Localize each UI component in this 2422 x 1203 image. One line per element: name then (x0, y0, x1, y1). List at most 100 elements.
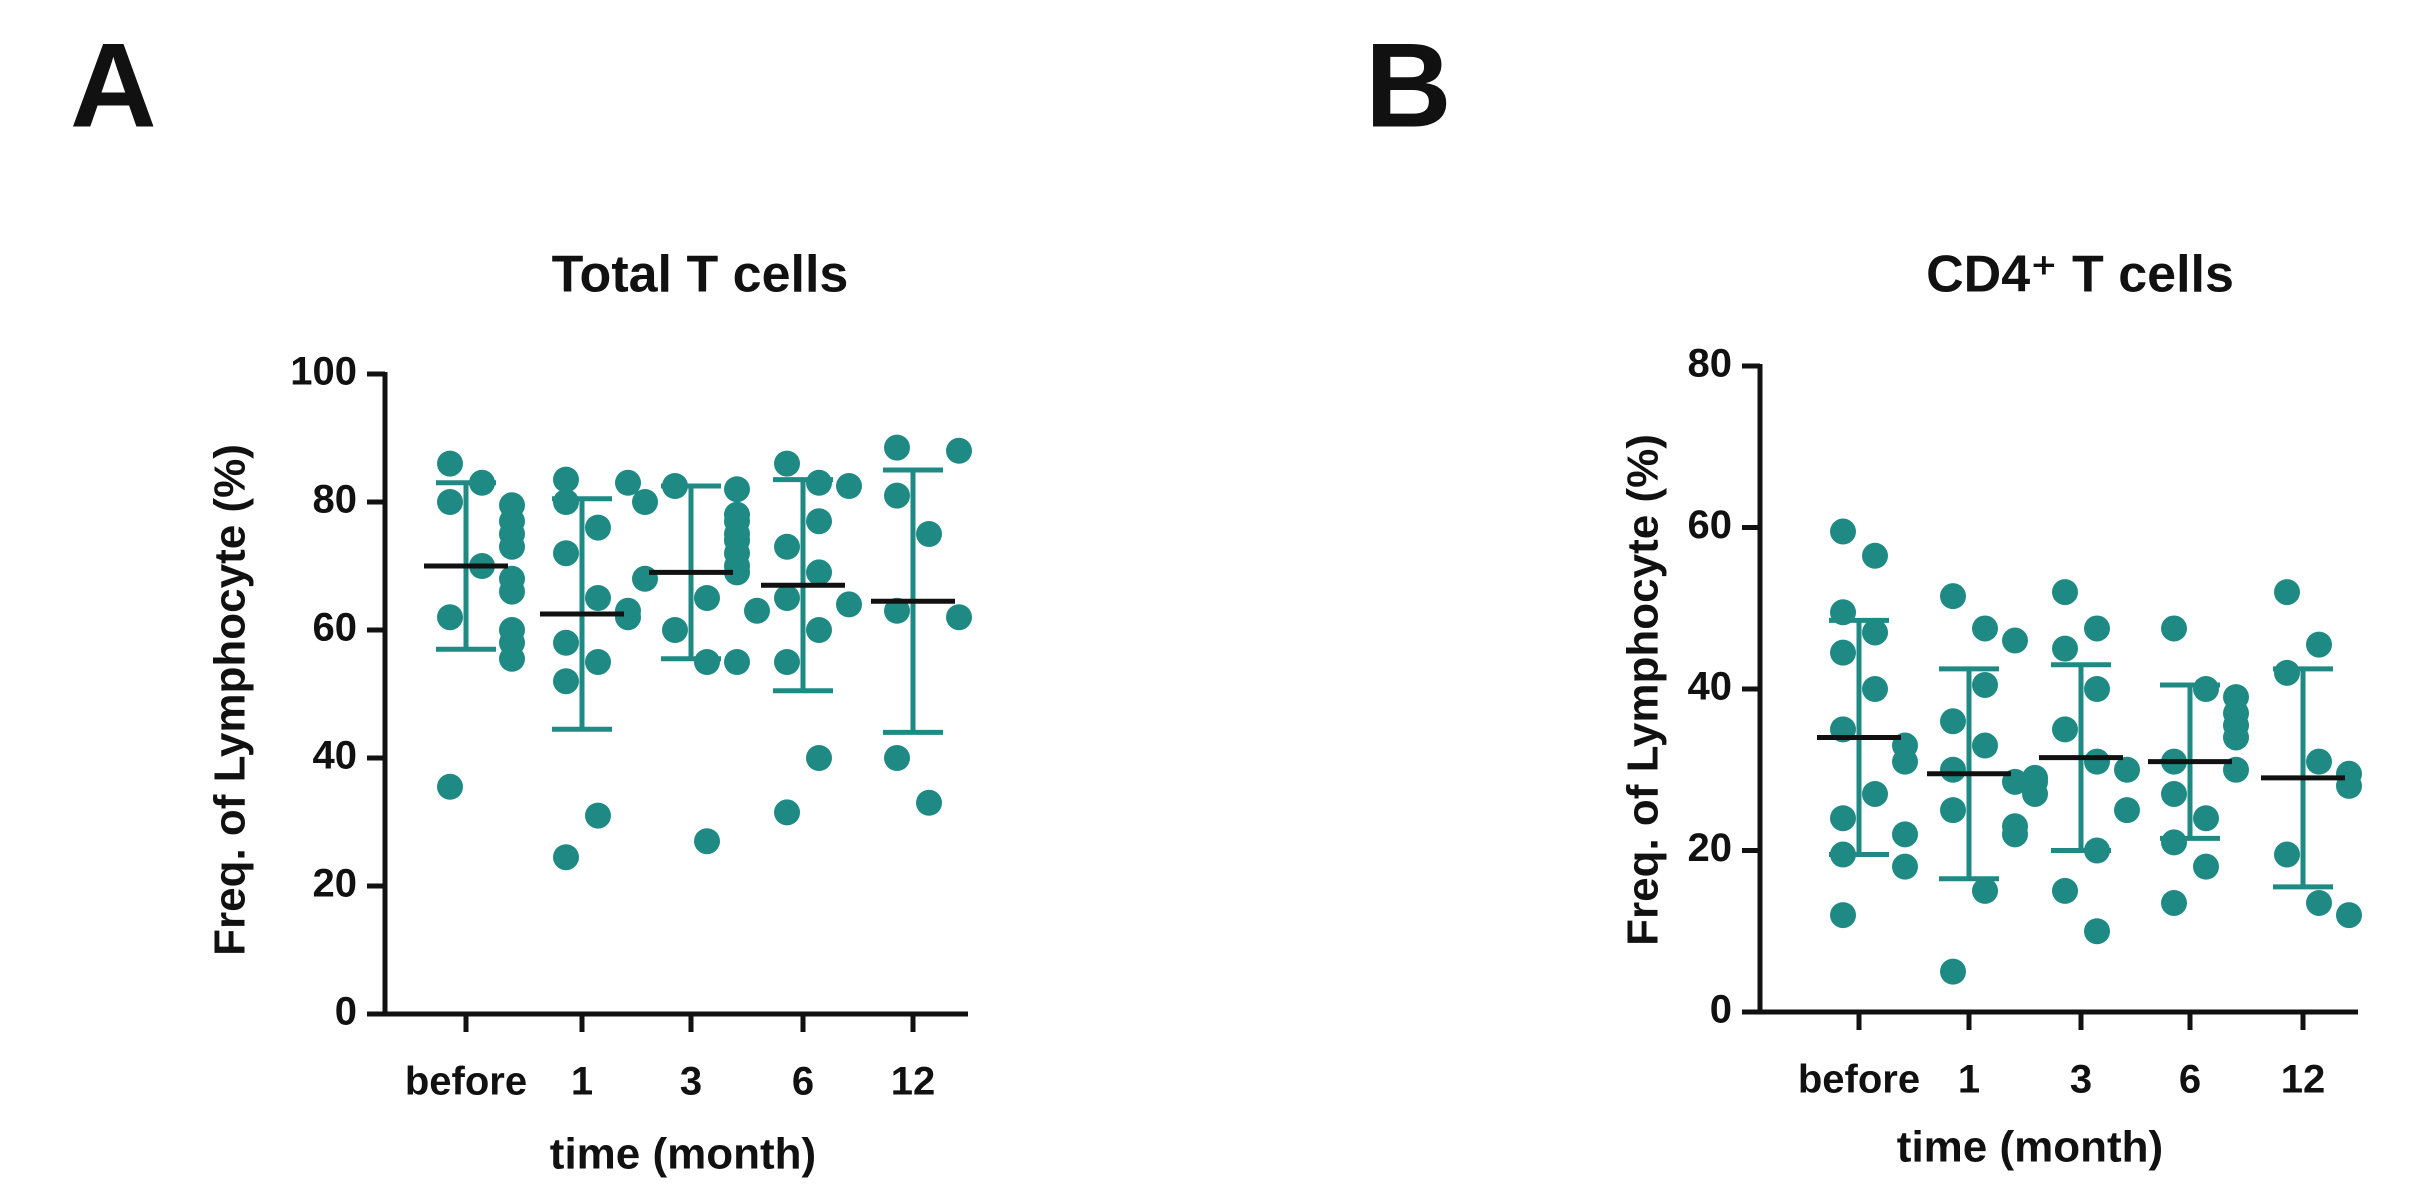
y-tick-label: 0 (1710, 988, 1732, 1032)
data-point (2002, 821, 2028, 848)
data-point (2306, 748, 2332, 775)
x-tick-label: 6 (2179, 1058, 2201, 1102)
y-tick-label: 40 (1688, 665, 1733, 709)
data-point (694, 585, 720, 611)
x-tick-label: before (405, 1060, 527, 1104)
data-point (585, 649, 611, 675)
data-point (916, 521, 942, 547)
data-point (916, 789, 942, 816)
data-point (585, 802, 611, 829)
x-tick-label: 3 (680, 1060, 702, 1104)
y-axis-label: Freq. of Lymphocyte (%) (1619, 434, 1668, 946)
data-point (1940, 958, 1966, 985)
x-tick-label: 12 (891, 1060, 936, 1104)
data-point (884, 482, 910, 509)
data-point (2052, 716, 2078, 743)
data-point (2161, 615, 2187, 642)
data-point (1972, 615, 1998, 642)
data-point (2193, 853, 2219, 880)
data-point (553, 668, 579, 695)
y-tick-label: 20 (313, 862, 358, 906)
data-point (2161, 889, 2187, 916)
y-axis-label: Freq. of Lymphocyte (%) (206, 444, 255, 956)
data-point (806, 617, 832, 643)
panel-label: A (70, 19, 157, 153)
data-point (2306, 631, 2332, 658)
data-point (2052, 579, 2078, 606)
data-point (2336, 902, 2362, 929)
data-point (499, 533, 525, 560)
data-point (1940, 583, 1966, 610)
data-point (2002, 627, 2028, 654)
data-point (2306, 889, 2332, 916)
data-point (1940, 797, 1966, 824)
data-point (1892, 821, 1918, 848)
data-point (774, 585, 800, 611)
data-point (774, 450, 800, 477)
y-tick-label: 20 (1688, 826, 1733, 870)
data-point (1862, 542, 1888, 569)
data-point (1830, 639, 1856, 666)
data-point (553, 540, 579, 567)
data-point (774, 533, 800, 560)
data-point (2052, 635, 2078, 662)
data-point (1830, 902, 1856, 929)
data-point (499, 578, 525, 605)
data-point (1892, 748, 1918, 775)
data-point (553, 844, 579, 871)
data-point (1830, 518, 1856, 545)
data-point (774, 799, 800, 826)
y-tick-label: 60 (1688, 503, 1733, 547)
x-tick-label: 3 (2070, 1058, 2092, 1102)
data-point (1830, 805, 1856, 832)
x-tick-label: 1 (571, 1060, 593, 1104)
data-point (724, 559, 750, 586)
data-point (884, 434, 910, 461)
x-tick-label: 6 (792, 1060, 814, 1104)
data-point (632, 489, 658, 515)
data-point (1862, 780, 1888, 807)
data-point (946, 437, 972, 464)
data-point (553, 489, 579, 515)
chart-title: CD4⁺ T cells (1926, 246, 2234, 304)
chart-title: Total T cells (552, 246, 849, 304)
data-point (806, 508, 832, 535)
data-point (632, 565, 658, 592)
data-point (1972, 671, 1998, 698)
data-point (1862, 619, 1888, 646)
data-point (2161, 780, 2187, 807)
data-point (2052, 877, 2078, 904)
data-point (2274, 659, 2300, 686)
data-point (884, 745, 910, 771)
x-tick-label: 1 (1958, 1058, 1980, 1102)
data-point (1862, 676, 1888, 702)
data-point (806, 469, 832, 496)
data-point (615, 469, 641, 496)
data-point (806, 745, 832, 771)
data-point (694, 828, 720, 855)
data-point (744, 597, 770, 624)
data-point (662, 617, 688, 643)
data-point (2223, 724, 2249, 751)
data-point (437, 773, 463, 800)
data-point (2274, 579, 2300, 606)
data-point (1940, 708, 1966, 735)
y-tick-label: 80 (313, 478, 358, 522)
data-point (1972, 877, 1998, 904)
data-point (724, 476, 750, 503)
data-point (2193, 805, 2219, 832)
data-point (836, 473, 862, 499)
data-point (2084, 748, 2110, 775)
data-point (585, 585, 611, 611)
data-point (806, 559, 832, 586)
data-point (884, 597, 910, 624)
x-axis-label: time (month) (550, 1130, 816, 1179)
data-point (946, 604, 972, 631)
panel-label: B (1365, 19, 1452, 153)
data-point (585, 514, 611, 541)
data-point (2193, 676, 2219, 702)
data-point (694, 649, 720, 675)
data-point (553, 466, 579, 493)
y-tick-label: 60 (313, 606, 358, 650)
